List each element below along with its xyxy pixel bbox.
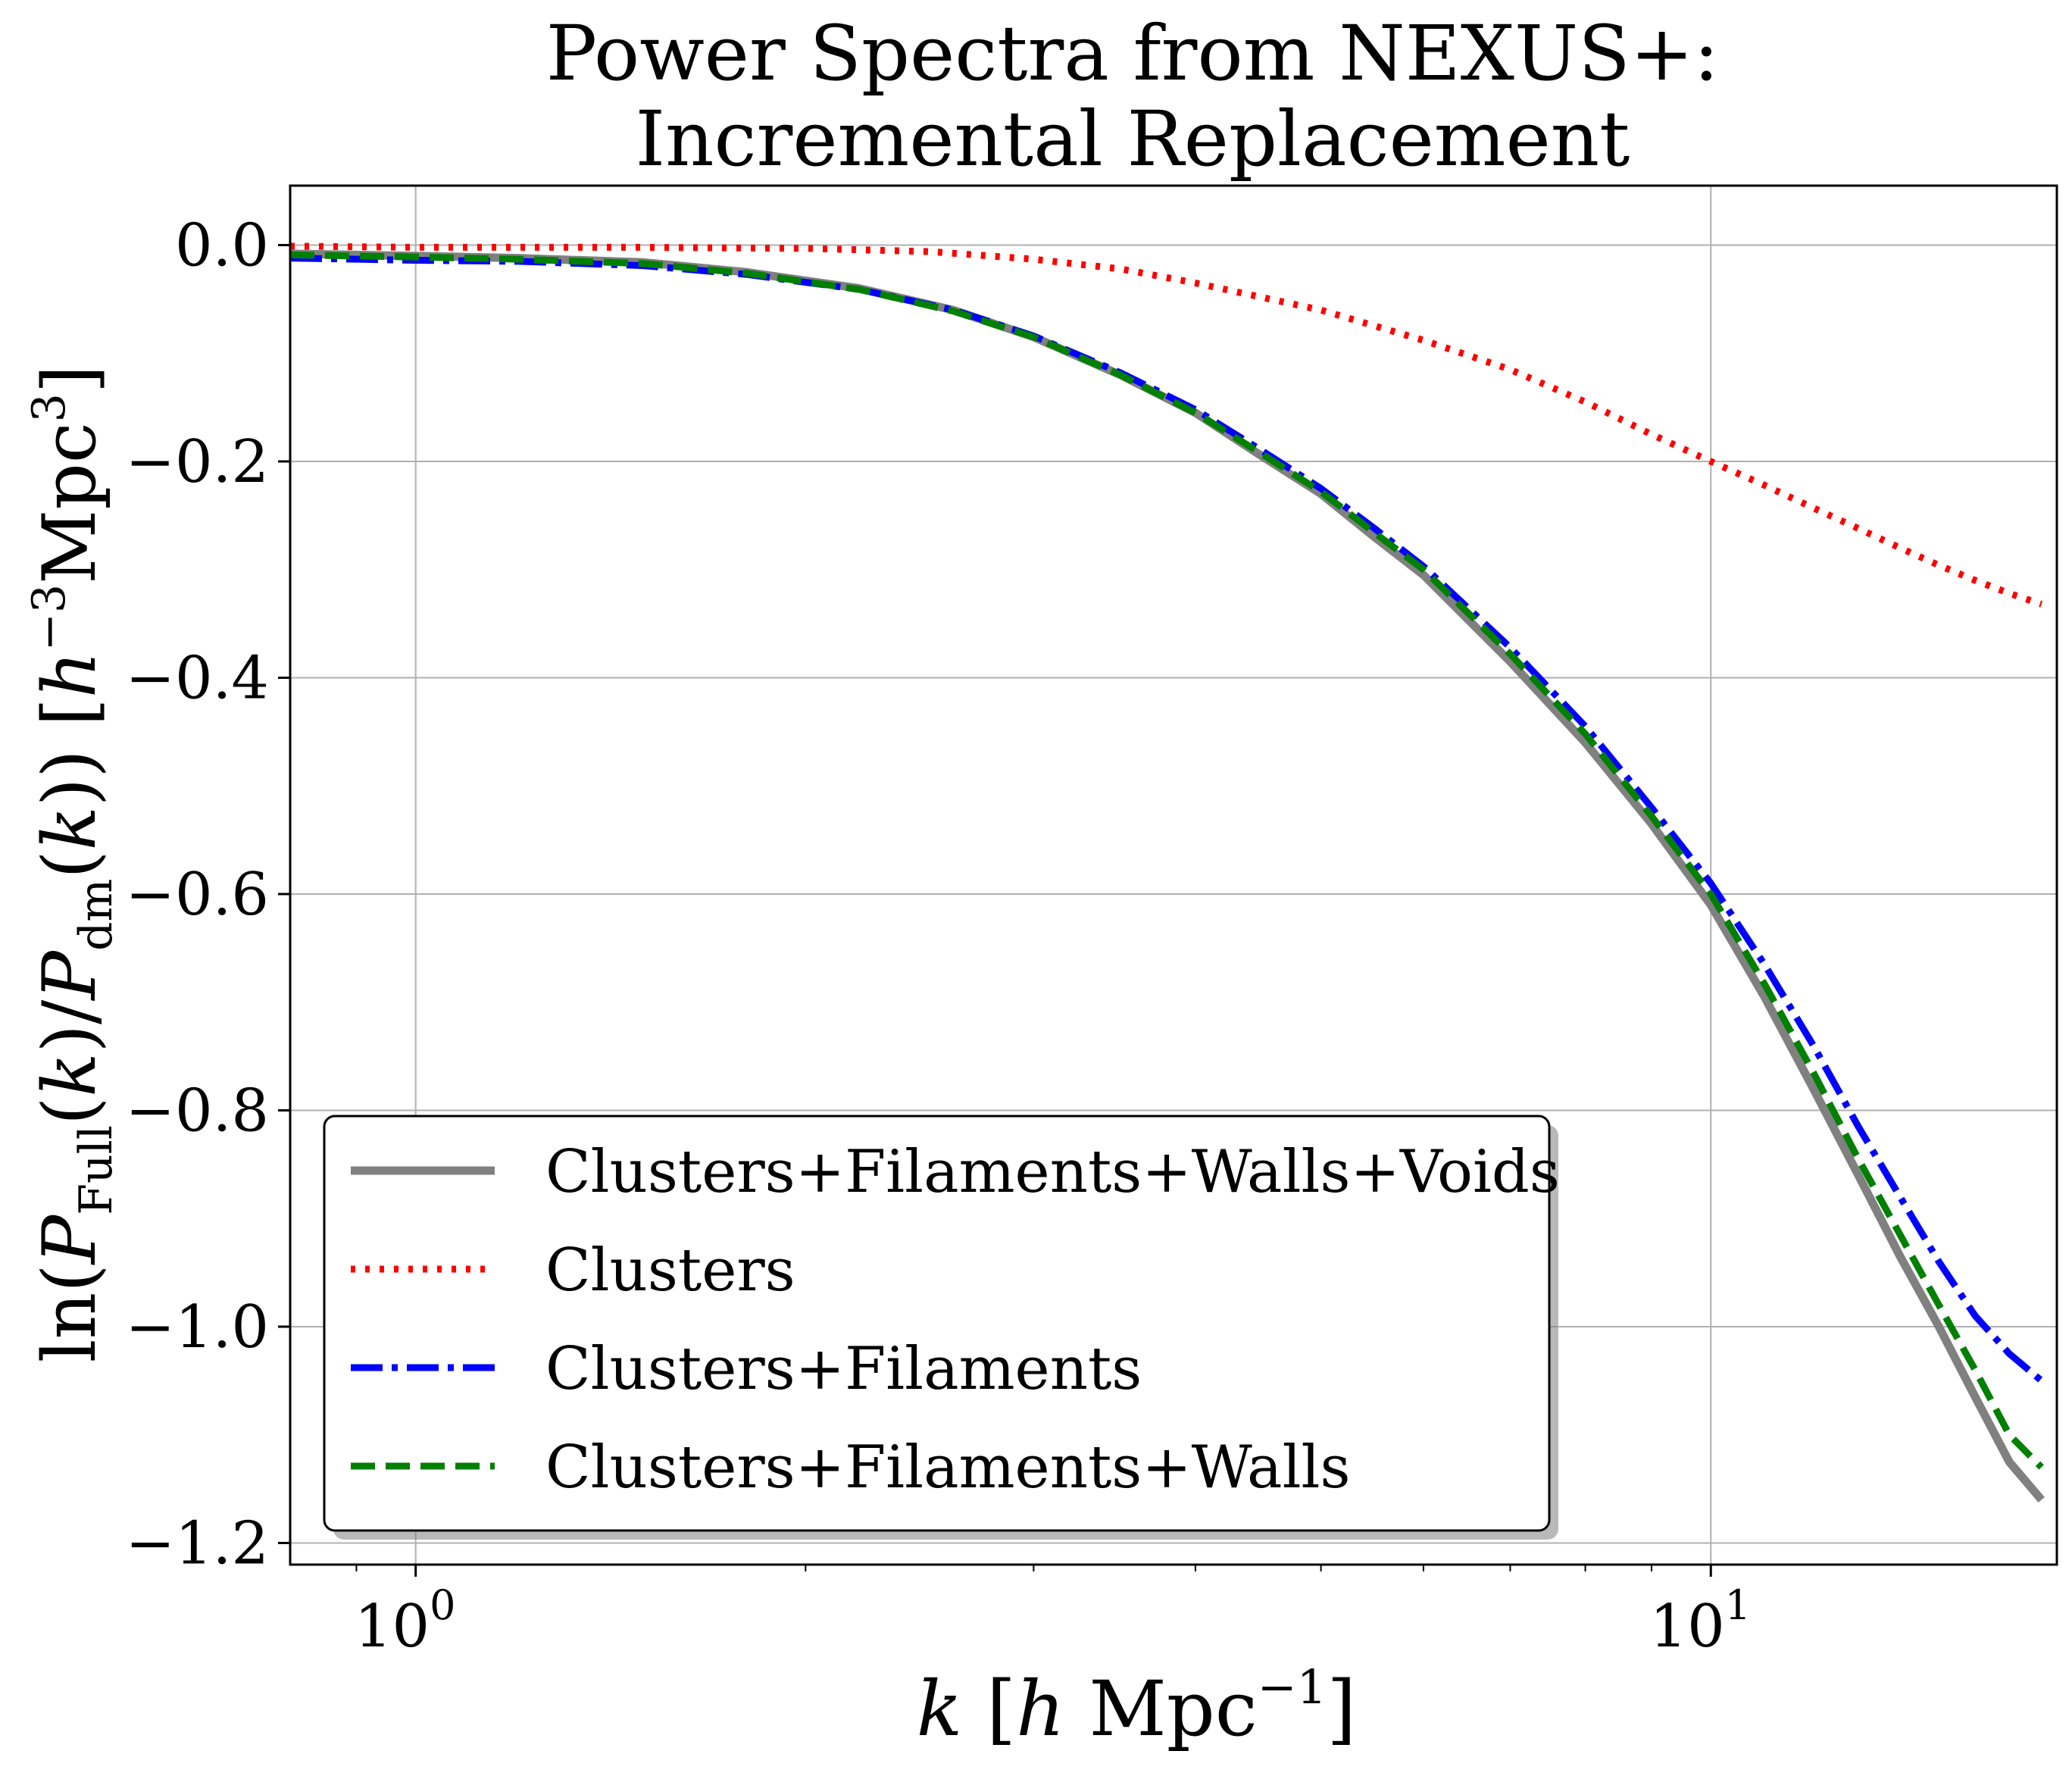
plot-series bbox=[289, 242, 2045, 1502]
legend: Clusters+Filaments+Walls+Voids Clusters Cl… bbox=[323, 1115, 1560, 1540]
series-line-1 bbox=[289, 242, 2043, 608]
legend-label-2: Clusters+Filaments bbox=[545, 1335, 1142, 1403]
legend-label-0: Clusters+Filaments+Walls+Voids bbox=[545, 1138, 1560, 1206]
plot-area-frame bbox=[289, 184, 2058, 1566]
chart-title-line-1: Power Spectra from NEXUS+: bbox=[546, 9, 1720, 98]
y-tick-label: −0.2 bbox=[126, 428, 269, 496]
legend-box bbox=[323, 1115, 1551, 1532]
y-tick-label: −0.6 bbox=[126, 861, 269, 929]
x-tick-label: 101 bbox=[1649, 1581, 1751, 1661]
series-line-3 bbox=[289, 251, 2044, 1470]
y-axis-label: ln(PFull(k)/Pdm(k)) [h−3Mpc3] bbox=[23, 365, 123, 1363]
x-tick-label: 100 bbox=[355, 1581, 456, 1661]
y-tick-label: −0.4 bbox=[126, 644, 269, 712]
legend-label-1: Clusters bbox=[545, 1237, 795, 1305]
chart-title-line-2: Incremental Replacement bbox=[636, 95, 1630, 183]
x-axis-label: k [h Mpc−1] bbox=[917, 1659, 1356, 1753]
y-tick-label: −1.0 bbox=[126, 1293, 269, 1362]
legend-label-3: Clusters+Filaments+Walls bbox=[545, 1434, 1350, 1502]
y-tick-label: −1.2 bbox=[126, 1509, 269, 1577]
y-tick-label: −0.8 bbox=[126, 1077, 269, 1145]
axis-ticks: 100 101 0.0 −0.2 −0.4 −0.6 −0.8 −1.0 −1.2 bbox=[126, 212, 1751, 1661]
x-tick-exponent: 1 bbox=[1725, 1581, 1751, 1629]
chart-title: Power Spectra from NEXUS+: Incremental R… bbox=[546, 9, 1720, 183]
x-tick-exponent: 0 bbox=[430, 1581, 455, 1629]
y-tick-label: 0.0 bbox=[175, 212, 269, 280]
